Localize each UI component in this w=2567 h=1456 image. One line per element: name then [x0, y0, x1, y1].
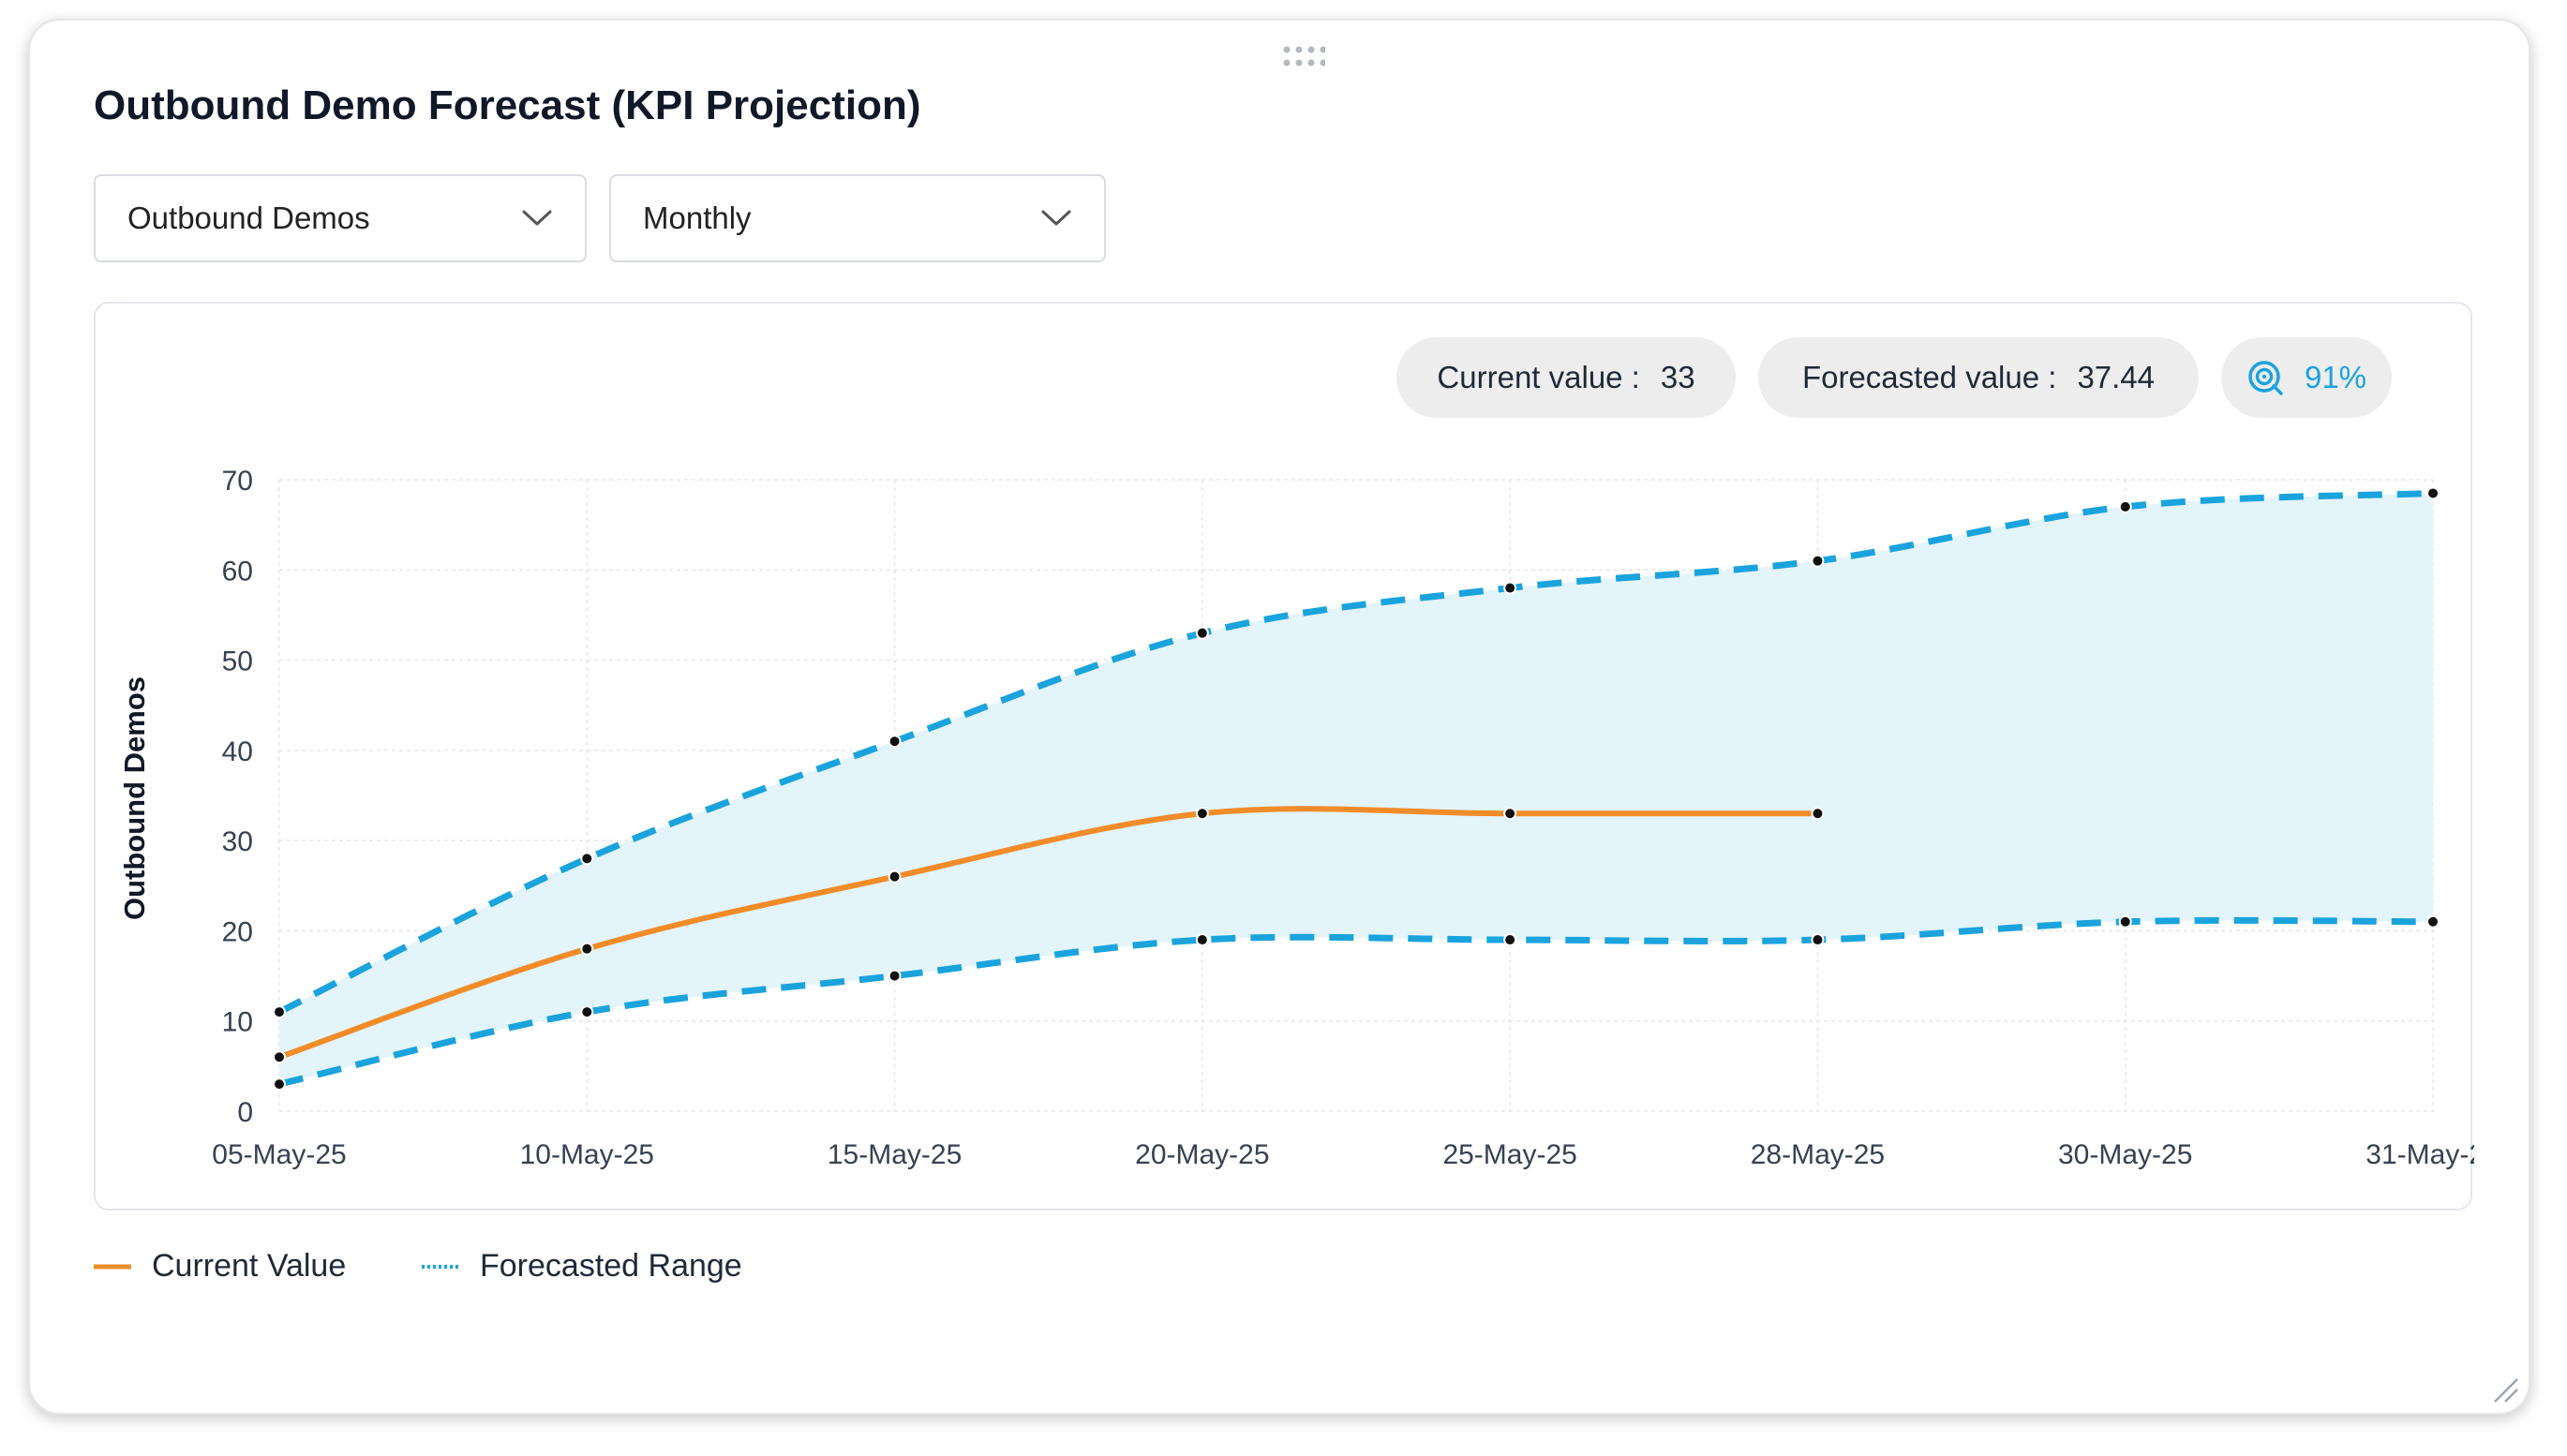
current-value-point[interactable]: [273, 1050, 286, 1064]
y-tick-label: 50: [222, 646, 253, 677]
current-value-point[interactable]: [1195, 807, 1209, 821]
forecast-lower-point[interactable]: [2118, 914, 2132, 929]
x-tick-label: 31-May-25: [2366, 1139, 2474, 1170]
forecast-upper-point[interactable]: [1195, 626, 1209, 640]
current-value-number: 33: [1660, 360, 1695, 394]
forecast-value-number: 37.44: [2077, 360, 2156, 394]
forecast-lower-point[interactable]: [1503, 933, 1517, 947]
forecast-range-band: [279, 493, 2433, 1085]
x-tick-label: 25-May-25: [1442, 1139, 1576, 1170]
forecast-line-chart: 0 10 20 30 40 50 60 70 05-May-25 10-May-25 15-May…: [118, 466, 2474, 1170]
y-tick-label: 30: [222, 826, 253, 857]
y-tick-label: 20: [222, 916, 253, 947]
data-points: [273, 486, 2440, 1092]
forecast-lower-point[interactable]: [273, 1077, 286, 1092]
legend-item-forecast[interactable]: Forecasted Range: [422, 1248, 742, 1285]
legend-swatch-forecast: [422, 1264, 459, 1269]
resize-grip-icon[interactable]: [2491, 1375, 2519, 1404]
target-icon: [2248, 361, 2283, 395]
forecast-lower-point[interactable]: [1195, 933, 1209, 947]
forecast-lower-point[interactable]: [2426, 914, 2440, 929]
card-title: Outbound Demo Forecast (KPI Projection): [94, 82, 921, 128]
x-axis-ticks: 05-May-25 10-May-25 15-May-25 20-May-25 25-M…: [212, 1139, 2474, 1170]
legend-item-current[interactable]: Current Value: [94, 1248, 346, 1285]
x-tick-label: 28-May-25: [1751, 1139, 1885, 1170]
current-value-line: [276, 806, 1821, 1061]
current-value-point[interactable]: [888, 869, 902, 884]
legend-label-forecast: Forecasted Range: [480, 1248, 742, 1284]
forecast-value-badge: Forecasted value : 37.44: [1758, 337, 2199, 418]
y-tick-label: 0: [237, 1097, 253, 1128]
current-value-label: Current value :: [1437, 360, 1640, 394]
forecast-upper-point[interactable]: [2426, 486, 2440, 500]
accuracy-badge: 91%: [2221, 337, 2392, 418]
x-tick-label: 05-May-25: [212, 1139, 346, 1170]
current-value-point[interactable]: [580, 942, 594, 956]
y-axis-label: Outbound Demos: [118, 676, 151, 920]
legend-label-current: Current Value: [152, 1248, 347, 1284]
y-tick-label: 10: [222, 1007, 253, 1038]
chevron-down-icon: [522, 210, 552, 226]
chevron-down-icon: [1041, 210, 1071, 226]
forecast-lower-point[interactable]: [888, 969, 902, 983]
forecast-upper-point[interactable]: [2118, 499, 2132, 513]
forecast-card: Outbound Demo Forecast (KPI Projection) …: [28, 19, 2530, 1415]
forecast-upper-point[interactable]: [273, 1005, 286, 1019]
period-select-value: Monthly: [643, 201, 752, 235]
current-value-badge: Current value : 33: [1396, 337, 1736, 418]
forecast-lower-point[interactable]: [580, 1005, 594, 1019]
x-tick-label: 15-May-25: [828, 1139, 962, 1170]
y-axis-ticks: 0 10 20 30 40 50 60 70: [222, 466, 253, 1128]
period-select[interactable]: Monthly: [609, 174, 1106, 262]
drag-handle-icon[interactable]: [1282, 45, 1325, 69]
forecast-upper-point[interactable]: [1503, 581, 1517, 595]
x-tick-label: 30-May-25: [2058, 1139, 2192, 1170]
current-value-point[interactable]: [1503, 807, 1517, 821]
forecast-upper-line: [277, 489, 2434, 1016]
x-tick-label: 10-May-25: [520, 1139, 654, 1170]
forecast-upper-point[interactable]: [888, 735, 902, 749]
forecast-lower-point[interactable]: [1811, 933, 1825, 947]
y-tick-label: 70: [222, 466, 253, 497]
forecast-upper-point[interactable]: [1811, 554, 1825, 568]
metric-select[interactable]: Outbound Demos: [94, 174, 587, 262]
metric-select-value: Outbound Demos: [127, 201, 370, 235]
current-value-point[interactable]: [1811, 807, 1825, 821]
y-tick-label: 40: [222, 736, 253, 767]
chart-container: Current value : 33 Forecasted value : 37…: [94, 302, 2474, 1211]
forecast-lower-line: [278, 916, 2434, 1088]
x-tick-label: 20-May-25: [1135, 1139, 1269, 1170]
legend-swatch-current: [94, 1264, 131, 1269]
y-tick-label: 60: [222, 556, 253, 587]
forecast-upper-point[interactable]: [580, 852, 594, 866]
accuracy-value: 91%: [2304, 360, 2367, 394]
forecast-value-label: Forecasted value :: [1801, 360, 2057, 394]
